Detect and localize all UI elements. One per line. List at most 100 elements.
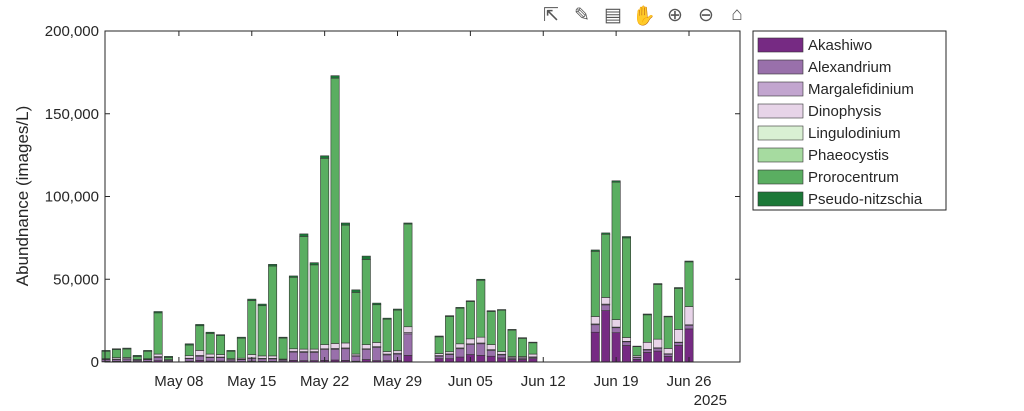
bar-segment-pseudo-nitzschia[interactable] [299, 233, 309, 237]
bar-segment-alexandrium[interactable] [330, 348, 340, 361]
bar-segment-dinophysis[interactable] [476, 336, 486, 344]
bar-segment-prorocentrum[interactable] [684, 261, 694, 307]
bar-segment-prorocentrum[interactable] [216, 335, 226, 355]
bar-segment-prorocentrum[interactable] [674, 288, 684, 330]
bar-segment-alexandrium[interactable] [622, 341, 631, 346]
bar-segment-prorocentrum[interactable] [622, 237, 631, 338]
bar-stack[interactable] [361, 255, 371, 363]
bar-segment-prorocentrum[interactable] [601, 233, 611, 298]
bar-segment-alexandrium[interactable] [216, 357, 226, 362]
bar-segment-alexandrium[interactable] [361, 349, 371, 360]
bar-stack[interactable] [622, 236, 631, 363]
bar-segment-dinophysis[interactable] [184, 355, 194, 359]
bar-segment-dinophysis[interactable] [601, 297, 611, 305]
bar-segment-pseudo-nitzschia[interactable] [476, 278, 486, 281]
bar-segment-prorocentrum[interactable] [111, 349, 121, 358]
bar-segment-pseudo-nitzschia[interactable] [445, 315, 455, 317]
bar-segment-akashiwo[interactable] [622, 345, 631, 363]
bar-segment-alexandrium[interactable] [465, 344, 475, 355]
bar-segment-pseudo-nitzschia[interactable] [153, 311, 163, 314]
bar-segment-pseudo-nitzschia[interactable] [184, 343, 194, 346]
bar-segment-pseudo-nitzschia[interactable] [465, 300, 475, 302]
bar-stack[interactable] [632, 345, 642, 363]
bar-segment-prorocentrum[interactable] [205, 333, 215, 355]
bar-segment-prorocentrum[interactable] [299, 236, 309, 350]
bar-segment-alexandrium[interactable] [642, 349, 652, 353]
bar-segment-pseudo-nitzschia[interactable] [351, 289, 361, 293]
bar-segment-prorocentrum[interactable] [247, 300, 257, 355]
legend-item-lingulodinium[interactable]: Lingulodinium [757, 125, 901, 142]
bar-segment-pseudo-nitzschia[interactable] [101, 350, 111, 352]
bar-segment-dinophysis[interactable] [205, 353, 215, 358]
bar-stack[interactable] [642, 313, 652, 363]
bar-segment-prorocentrum[interactable] [393, 309, 402, 352]
bar-segment-pseudo-nitzschia[interactable] [132, 355, 142, 357]
bar-stack[interactable] [143, 350, 153, 363]
bar-segment-dinophysis[interactable] [455, 343, 465, 349]
bar-segment-alexandrium[interactable] [257, 358, 267, 362]
bar-segment-pseudo-nitzschia[interactable] [684, 260, 694, 263]
bar-segment-pseudo-nitzschia[interactable] [611, 180, 621, 183]
bar-segment-prorocentrum[interactable] [257, 305, 267, 357]
bar-stack[interactable] [288, 275, 298, 363]
bar-segment-prorocentrum[interactable] [320, 157, 330, 345]
bar-segment-pseudo-nitzschia[interactable] [528, 341, 538, 344]
bar-segment-dinophysis[interactable] [445, 351, 455, 355]
bar-segment-prorocentrum[interactable] [465, 301, 475, 340]
bar-segment-dinophysis[interactable] [195, 350, 205, 356]
bar-segment-prorocentrum[interactable] [590, 250, 600, 317]
bar-segment-prorocentrum[interactable] [288, 276, 298, 350]
bar-segment-alexandrium[interactable] [403, 333, 413, 356]
bar-segment-prorocentrum[interactable] [101, 350, 111, 359]
bar-stack[interactable] [590, 249, 600, 363]
bar-segment-pseudo-nitzschia[interactable] [122, 347, 132, 350]
bar-segment-pseudo-nitzschia[interactable] [486, 310, 496, 312]
bar-segment-dinophysis[interactable] [320, 344, 330, 350]
bar-segment-pseudo-nitzschia[interactable] [164, 356, 173, 358]
bar-segment-pseudo-nitzschia[interactable] [393, 308, 402, 311]
bar-stack[interactable] [403, 222, 413, 363]
bar-segment-pseudo-nitzschia[interactable] [674, 287, 684, 289]
bar-segment-pseudo-nitzschia[interactable] [268, 264, 278, 267]
bar-segment-prorocentrum[interactable] [143, 350, 153, 359]
bar-segment-alexandrium[interactable] [372, 347, 382, 361]
bar-segment-prorocentrum[interactable] [122, 348, 132, 358]
bar-segment-prorocentrum[interactable] [476, 279, 486, 338]
bar-segment-prorocentrum[interactable] [351, 292, 361, 355]
bar-segment-pseudo-nitzschia[interactable] [247, 298, 257, 301]
bar-segment-pseudo-nitzschia[interactable] [663, 315, 673, 318]
bar-segment-alexandrium[interactable] [382, 354, 392, 361]
bar-segment-pseudo-nitzschia[interactable] [195, 324, 205, 327]
bar-stack[interactable] [320, 155, 330, 363]
bar-segment-akashiwo[interactable] [642, 352, 652, 363]
bar-segment-alexandrium[interactable] [497, 354, 507, 359]
bar-segment-alexandrium[interactable] [455, 348, 465, 358]
bar-segment-akashiwo[interactable] [674, 345, 684, 363]
bar-segment-pseudo-nitzschia[interactable] [382, 317, 392, 320]
bar-segment-alexandrium[interactable] [684, 324, 694, 330]
bar-stack[interactable] [674, 287, 684, 363]
bar-segment-alexandrium[interactable] [205, 357, 215, 362]
bar-segment-akashiwo[interactable] [455, 356, 465, 363]
bar-segment-pseudo-nitzschia[interactable] [403, 222, 413, 225]
bar-segment-dinophysis[interactable] [288, 348, 298, 352]
bar-segment-alexandrium[interactable] [351, 355, 361, 362]
bar-segment-dinophysis[interactable] [257, 355, 267, 359]
bar-segment-akashiwo[interactable] [403, 355, 413, 363]
bar-segment-pseudo-nitzschia[interactable] [226, 350, 236, 352]
bar-segment-prorocentrum[interactable] [164, 357, 173, 360]
bar-stack[interactable] [341, 222, 350, 363]
bar-segment-prorocentrum[interactable] [653, 284, 663, 340]
bar-segment-dinophysis[interactable] [309, 348, 319, 352]
bar-segment-prorocentrum[interactable] [330, 77, 340, 344]
bar-segment-dinophysis[interactable] [382, 351, 392, 355]
bar-segment-alexandrium[interactable] [590, 324, 600, 333]
bar-segment-dinophysis[interactable] [497, 351, 507, 355]
bar-segment-pseudo-nitzschia[interactable] [632, 345, 642, 347]
bar-segment-prorocentrum[interactable] [341, 224, 350, 344]
bar-stack[interactable] [351, 289, 361, 363]
legend-item-dinophysis[interactable]: Dinophysis [757, 103, 881, 120]
bar-stack[interactable] [236, 336, 246, 363]
bar-stack[interactable] [257, 303, 267, 363]
bar-segment-pseudo-nitzschia[interactable] [372, 302, 382, 306]
